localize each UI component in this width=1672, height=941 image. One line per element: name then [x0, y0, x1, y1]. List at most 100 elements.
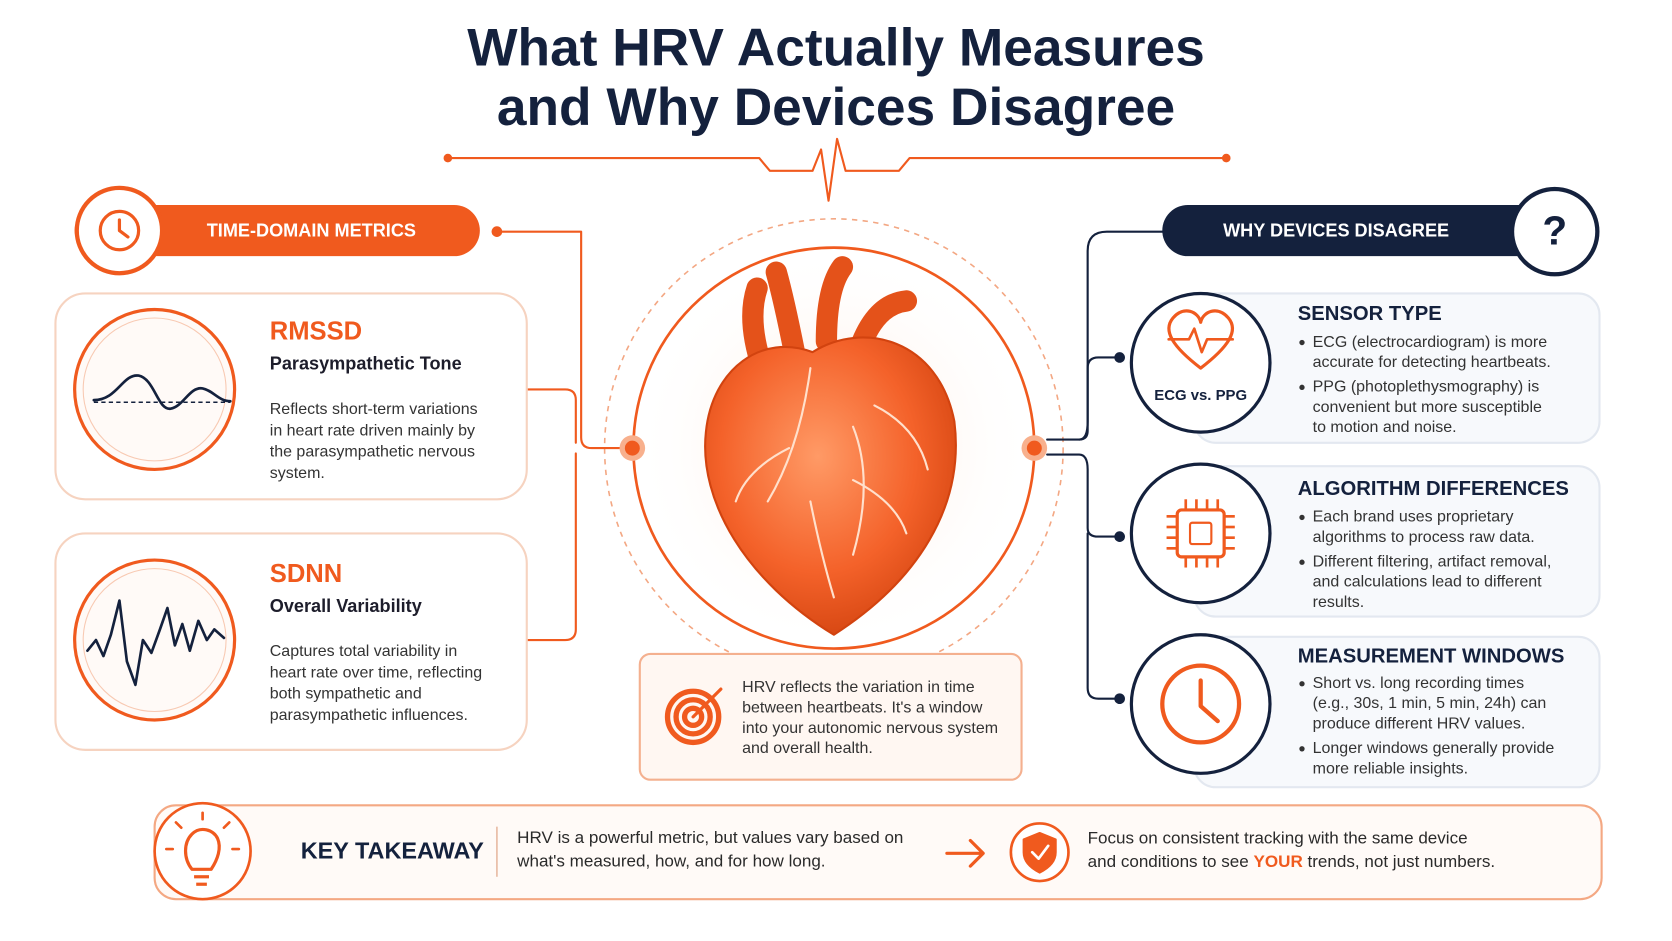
bullet: [1299, 681, 1305, 687]
heart-icon: [1167, 309, 1235, 370]
reason-text: convenient but more susceptible: [1313, 399, 1542, 416]
connector-dot: [1114, 693, 1125, 705]
connector-dot: [1114, 352, 1125, 363]
metric-text: both sympathetic and: [270, 686, 422, 703]
note-text: and overall health.: [742, 740, 873, 757]
reason-text: accurate for detecting heartbeats.: [1313, 354, 1551, 371]
right-header: WHY DEVICES DISAGREE: [1223, 220, 1449, 240]
shield-icon: [1022, 831, 1057, 874]
target-icon: [673, 697, 713, 737]
divider-ecg: [446, 137, 1228, 202]
takeaway-action: Focus on consistent tracking with the sa…: [1088, 828, 1468, 847]
connector: [525, 388, 577, 444]
reason-text: Each brand uses proprietary: [1313, 509, 1514, 526]
chip-icon: [1175, 508, 1226, 559]
bullet: [1299, 559, 1305, 565]
arrow: [945, 838, 985, 868]
header-icon-ring: [1509, 186, 1600, 277]
device-icon-ring: [1129, 462, 1272, 605]
title: and Why Devices Disagree: [497, 78, 1175, 137]
reason-text: ECG (electrocardiogram) is more: [1313, 334, 1548, 351]
heart-vein: [851, 479, 908, 535]
metric-icon-ring: [82, 317, 227, 462]
wave: [86, 599, 226, 687]
reason-title: SENSOR TYPE: [1298, 303, 1442, 325]
metric-text: parasympathetic influences.: [270, 707, 468, 724]
reason-title: MEASUREMENT WINDOWS: [1298, 645, 1565, 667]
target-icon: [664, 688, 722, 746]
reason-text: to motion and noise.: [1313, 419, 1457, 436]
connector: [495, 230, 634, 450]
connector: [1046, 453, 1121, 538]
takeaway-action: and conditions to see YOUR trends, not j…: [1088, 851, 1495, 870]
bullet: [1299, 384, 1305, 390]
action-text: and conditions to see: [1088, 851, 1254, 870]
action-text: Focus on consistent tracking with the sa…: [1088, 828, 1468, 847]
connector-dot: [491, 226, 503, 237]
bulb-ring: [153, 801, 252, 901]
left-header-pill: [74, 204, 480, 257]
metric-text: heart rate over time, reflecting: [270, 664, 482, 681]
bulb-icon: [183, 827, 221, 871]
node: [1026, 440, 1042, 456]
metric-title: SDNN: [270, 560, 342, 588]
heart-vein: [809, 500, 835, 599]
device-icon-ring: [1129, 291, 1272, 434]
reason-text: Different filtering, artifact removal,: [1313, 553, 1552, 570]
left-header: TIME-DOMAIN METRICS: [207, 220, 416, 240]
divider-dot: [1222, 153, 1231, 163]
bulb-ray: [174, 821, 183, 830]
heart-vessel: [765, 261, 806, 363]
reason-text: more reliable insights.: [1313, 760, 1468, 777]
metric-text: in heart rate driven mainly by: [270, 422, 475, 439]
note-text: into your autonomic nervous system: [742, 720, 998, 737]
connector-dot: [1114, 531, 1125, 542]
takeaway-text: HRV is a powerful metric, but values var…: [517, 828, 903, 847]
right-header-pill: [1162, 204, 1547, 257]
metric-text: Captures total variability in: [270, 643, 457, 660]
reason-text: Short vs. long recording times: [1313, 675, 1524, 692]
takeaway-label: KEY TAKEAWAY: [301, 837, 485, 863]
connector: [525, 452, 577, 642]
reason-text: Longer windows generally provide: [1313, 740, 1555, 757]
takeaway-text: what's measured, how, and for how long.: [516, 851, 825, 870]
clock-icon: [1160, 663, 1242, 745]
reason-text: results.: [1313, 594, 1365, 611]
connector: [1078, 356, 1121, 441]
metric-subtitle: Parasympathetic Tone: [270, 354, 462, 374]
ecg-icon: [1167, 327, 1235, 354]
title: What HRV Actually Measures: [467, 19, 1205, 78]
bulb-ray: [222, 821, 231, 830]
metric-subtitle: Overall Variability: [270, 596, 422, 616]
metric-icon-ring: [82, 568, 227, 713]
heart-vein: [734, 447, 791, 503]
reason-text: algorithms to process raw data.: [1313, 529, 1535, 546]
action-text: trends, not just numbers.: [1303, 851, 1495, 870]
metric-text: Reflects short-term variations: [270, 401, 478, 418]
divider-dot: [443, 153, 453, 163]
clock-icon: [117, 218, 130, 239]
metric-title: RMSSD: [270, 318, 362, 346]
note-box: [638, 652, 1023, 781]
metric-text: the parasympathetic nervous: [270, 444, 475, 461]
node: [624, 440, 640, 456]
reason-text: (e.g., 30s, 1 min, 5 min, 24h) can: [1313, 695, 1547, 712]
target-arrow: [691, 687, 723, 719]
heart-vein: [766, 367, 812, 503]
chip-icon: [1188, 521, 1213, 546]
note-text: between heartbeats. It's a window: [742, 700, 983, 717]
shield-check: [1030, 844, 1050, 860]
emphasis: YOUR: [1254, 851, 1303, 870]
dashed-ring: [603, 218, 1064, 679]
metric-icon-ring: [73, 558, 237, 722]
reason-title: ALGORITHM DIFFERENCES: [1298, 478, 1569, 500]
heart: [704, 336, 957, 636]
clock-icon: [1198, 678, 1220, 724]
icon-label: ECG vs. PPG: [1154, 387, 1247, 404]
bullet: [1299, 746, 1305, 752]
reason-text: and calculations lead to different: [1313, 574, 1543, 591]
reason-text: produce different HRV values.: [1313, 716, 1526, 733]
connector: [1086, 532, 1121, 700]
